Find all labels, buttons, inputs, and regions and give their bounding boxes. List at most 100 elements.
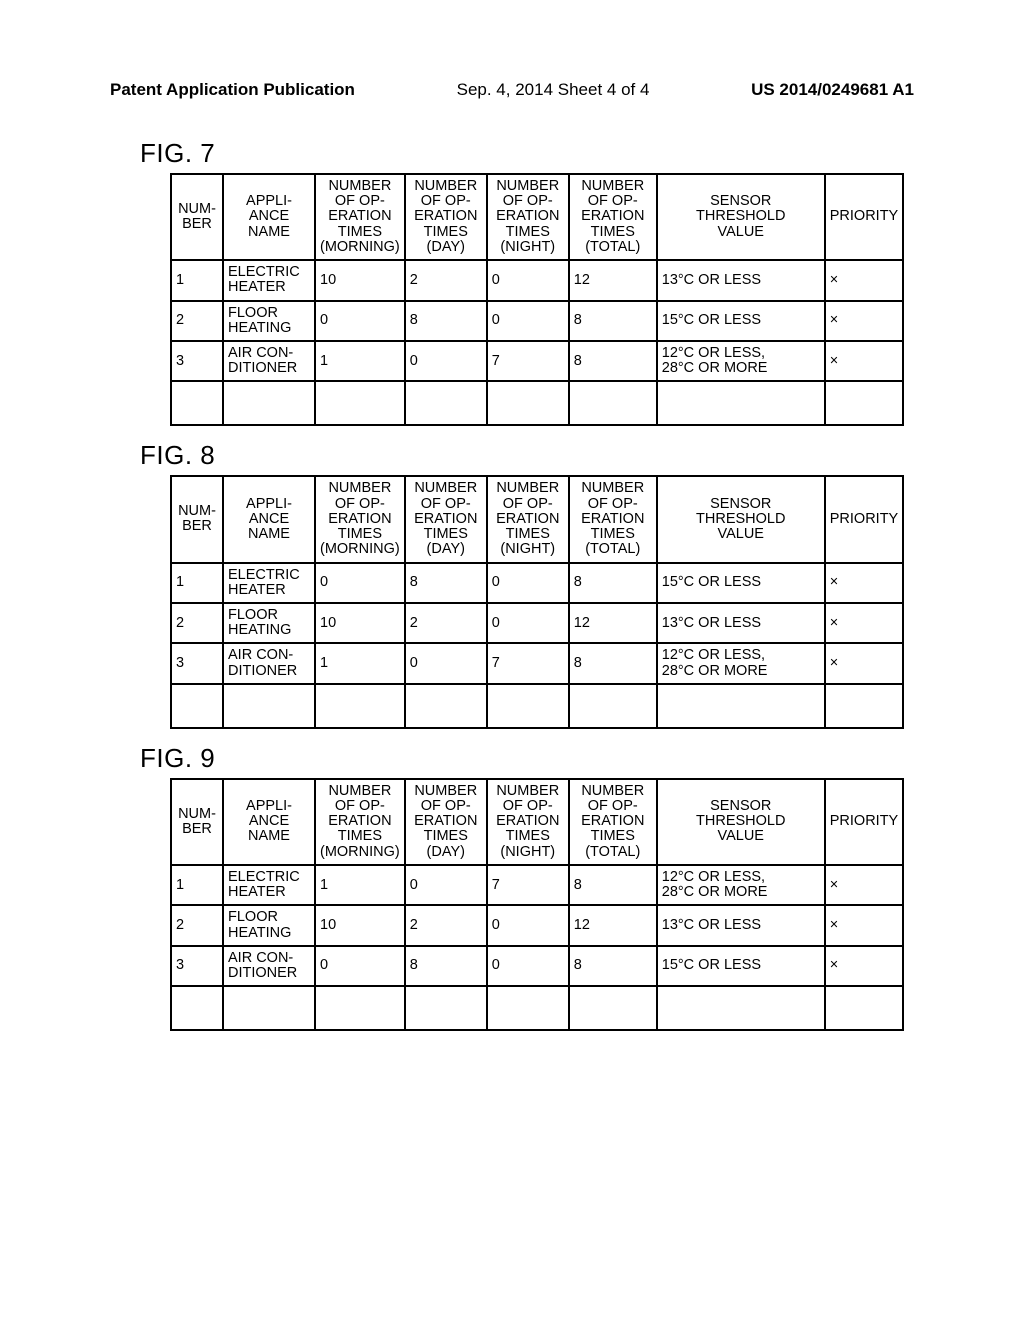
cell-morning: 1 [315, 865, 405, 905]
table-row: 2 FLOORHEATING 10 2 0 12 13°C OR LESS × [171, 603, 903, 643]
cell-morning: 10 [315, 603, 405, 643]
cell-name: FLOORHEATING [223, 905, 315, 945]
cell-night: 0 [487, 260, 569, 300]
cell-morning: 10 [315, 905, 405, 945]
table-row: 3 AIR CON-DITIONER 0 8 0 8 15°C OR LESS … [171, 946, 903, 986]
col-header-priority: PRIORITY [825, 476, 903, 562]
cell-priority: × [825, 603, 903, 643]
col-header-name: APPLI-ANCENAME [223, 476, 315, 562]
cell-night: 7 [487, 341, 569, 381]
cell-sensor: 13°C OR LESS [657, 260, 825, 300]
cell-num: 3 [171, 341, 223, 381]
table-row: 1 ELECTRICHEATER 0 8 0 8 15°C OR LESS × [171, 563, 903, 603]
col-header-night: NUMBEROF OP-ERATIONTIMES(NIGHT) [487, 476, 569, 562]
cell-day: 8 [405, 301, 487, 341]
cell-priority: × [825, 946, 903, 986]
table-header-row: NUM-BER APPLI-ANCENAME NUMBEROF OP-ERATI… [171, 476, 903, 562]
figure-label-9: FIG. 9 [140, 743, 914, 774]
table-row: 1 ELECTRICHEATER 1 0 7 8 12°C OR LESS,28… [171, 865, 903, 905]
table-row: 1 ELECTRICHEATER 10 2 0 12 13°C OR LESS … [171, 260, 903, 300]
cell-name: AIR CON-DITIONER [223, 643, 315, 683]
cell-morning: 0 [315, 301, 405, 341]
table-row: 2 FLOORHEATING 10 2 0 12 13°C OR LESS × [171, 905, 903, 945]
cell-priority: × [825, 643, 903, 683]
col-header-morning: NUMBEROF OP-ERATIONTIMES(MORNING) [315, 174, 405, 260]
table-row: 3 AIR CON-DITIONER 1 0 7 8 12°C OR LESS,… [171, 341, 903, 381]
cell-day: 0 [405, 865, 487, 905]
table-blank-row [171, 986, 903, 1030]
cell-night: 0 [487, 301, 569, 341]
col-header-name: APPLI-ANCENAME [223, 779, 315, 865]
col-header-num: NUM-BER [171, 779, 223, 865]
cell-name: AIR CON-DITIONER [223, 946, 315, 986]
cell-sensor: 12°C OR LESS,28°C OR MORE [657, 341, 825, 381]
cell-day: 0 [405, 341, 487, 381]
table-header-row: NUM-BER APPLI-ANCENAME NUMBEROF OP-ERATI… [171, 174, 903, 260]
cell-sensor: 15°C OR LESS [657, 301, 825, 341]
cell-num: 2 [171, 301, 223, 341]
cell-sensor: 13°C OR LESS [657, 905, 825, 945]
cell-night: 7 [487, 643, 569, 683]
cell-priority: × [825, 563, 903, 603]
col-header-name: APPLI-ANCENAME [223, 174, 315, 260]
cell-name: ELECTRICHEATER [223, 865, 315, 905]
patent-page: Patent Application Publication Sep. 4, 2… [0, 0, 1024, 1320]
cell-total: 12 [569, 603, 657, 643]
col-header-priority: PRIORITY [825, 174, 903, 260]
cell-total: 12 [569, 905, 657, 945]
cell-sensor: 13°C OR LESS [657, 603, 825, 643]
cell-day: 2 [405, 603, 487, 643]
header-left: Patent Application Publication [110, 80, 355, 100]
cell-name: ELECTRICHEATER [223, 563, 315, 603]
page-header: Patent Application Publication Sep. 4, 2… [110, 80, 914, 100]
col-header-num: NUM-BER [171, 174, 223, 260]
cell-num: 1 [171, 260, 223, 300]
figure-table-9: NUM-BER APPLI-ANCENAME NUMBEROF OP-ERATI… [170, 778, 904, 1031]
cell-day: 2 [405, 260, 487, 300]
cell-morning: 0 [315, 563, 405, 603]
col-header-night: NUMBEROF OP-ERATIONTIMES(NIGHT) [487, 779, 569, 865]
col-header-total: NUMBEROF OP-ERATIONTIMES(TOTAL) [569, 779, 657, 865]
cell-sensor: 12°C OR LESS,28°C OR MORE [657, 865, 825, 905]
col-header-morning: NUMBEROF OP-ERATIONTIMES(MORNING) [315, 476, 405, 562]
cell-num: 3 [171, 643, 223, 683]
cell-total: 8 [569, 643, 657, 683]
cell-priority: × [825, 865, 903, 905]
cell-num: 2 [171, 905, 223, 945]
cell-night: 0 [487, 946, 569, 986]
col-header-day: NUMBEROF OP-ERATIONTIMES(DAY) [405, 174, 487, 260]
cell-name: AIR CON-DITIONER [223, 341, 315, 381]
cell-night: 0 [487, 905, 569, 945]
cell-day: 8 [405, 946, 487, 986]
col-header-total: NUMBEROF OP-ERATIONTIMES(TOTAL) [569, 174, 657, 260]
cell-day: 0 [405, 643, 487, 683]
cell-night: 7 [487, 865, 569, 905]
table-row: 3 AIR CON-DITIONER 1 0 7 8 12°C OR LESS,… [171, 643, 903, 683]
cell-total: 8 [569, 341, 657, 381]
cell-sensor: 15°C OR LESS [657, 946, 825, 986]
header-center: Sep. 4, 2014 Sheet 4 of 4 [457, 80, 650, 100]
col-header-total: NUMBEROF OP-ERATIONTIMES(TOTAL) [569, 476, 657, 562]
col-header-day: NUMBEROF OP-ERATIONTIMES(DAY) [405, 476, 487, 562]
table-blank-row [171, 381, 903, 425]
cell-sensor: 15°C OR LESS [657, 563, 825, 603]
cell-priority: × [825, 301, 903, 341]
col-header-sensor: SENSORTHRESHOLDVALUE [657, 476, 825, 562]
cell-total: 8 [569, 301, 657, 341]
cell-total: 12 [569, 260, 657, 300]
cell-num: 1 [171, 865, 223, 905]
cell-total: 8 [569, 563, 657, 603]
figure-table-8: NUM-BER APPLI-ANCENAME NUMBEROF OP-ERATI… [170, 475, 904, 728]
table-header-row: NUM-BER APPLI-ANCENAME NUMBEROF OP-ERATI… [171, 779, 903, 865]
figure-label-7: FIG. 7 [140, 138, 914, 169]
cell-day: 8 [405, 563, 487, 603]
table-row: 2 FLOORHEATING 0 8 0 8 15°C OR LESS × [171, 301, 903, 341]
cell-priority: × [825, 905, 903, 945]
cell-morning: 1 [315, 643, 405, 683]
cell-num: 3 [171, 946, 223, 986]
table-blank-row [171, 684, 903, 728]
cell-total: 8 [569, 865, 657, 905]
col-header-sensor: SENSORTHRESHOLDVALUE [657, 174, 825, 260]
cell-num: 1 [171, 563, 223, 603]
cell-sensor: 12°C OR LESS,28°C OR MORE [657, 643, 825, 683]
